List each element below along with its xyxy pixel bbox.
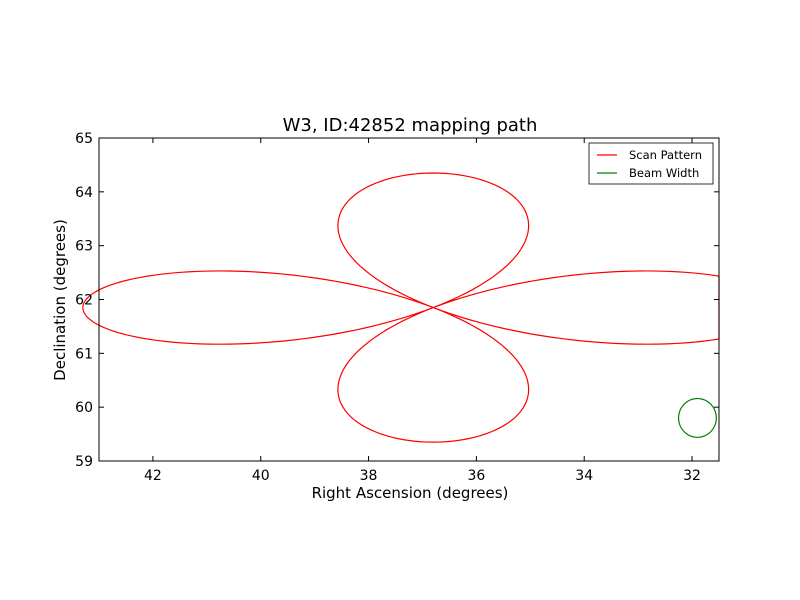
- plot-area: [82, 137, 720, 462]
- y-tick-label: 61: [75, 346, 93, 362]
- y-tick-label: 63: [75, 239, 93, 255]
- y-tick-label: 60: [75, 400, 93, 416]
- x-tick-label: 34: [575, 468, 593, 484]
- x-tick-label: 36: [467, 468, 485, 484]
- x-axis: 42 40 38 36 34 32: [144, 138, 701, 484]
- x-tick-label: 40: [252, 468, 270, 484]
- y-axis: 59 60 61 62 63 64 65: [75, 131, 719, 470]
- legend: Scan Pattern Beam Width: [588, 142, 714, 185]
- x-tick-label: 38: [360, 468, 378, 484]
- chart-title: W3, ID:42852 mapping path: [283, 115, 538, 136]
- legend-scan-pattern-label: Scan Pattern: [629, 148, 702, 162]
- y-tick-label: 65: [75, 131, 93, 147]
- beam-width-circle: [677, 397, 717, 438]
- y-tick-label: 62: [75, 293, 93, 309]
- x-axis-label: Right Ascension (degrees): [312, 484, 509, 502]
- x-tick-label: 42: [144, 468, 162, 484]
- y-tick-label: 59: [75, 454, 93, 470]
- legend-beam-width-label: Beam Width: [629, 166, 699, 180]
- x-tick-label: 32: [683, 468, 701, 484]
- scan-pattern-line: [82, 172, 720, 443]
- legend-box: [588, 142, 714, 185]
- y-axis-label: Declination (degrees): [51, 219, 69, 381]
- y-tick-label: 64: [75, 185, 93, 201]
